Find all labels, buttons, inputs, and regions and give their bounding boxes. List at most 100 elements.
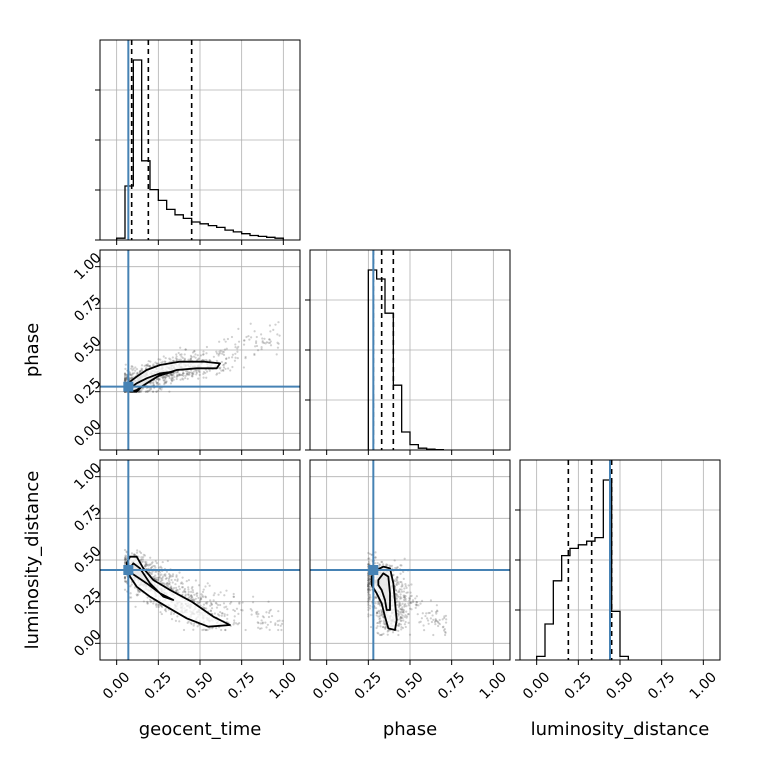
scatter-point [144, 565, 147, 568]
scatter-point [233, 619, 236, 622]
scatter-point [415, 601, 418, 604]
scatter-point [169, 574, 172, 577]
scatter-point [438, 623, 441, 626]
scatter-point [367, 606, 370, 609]
scatter-point [133, 371, 136, 375]
scatter-point [155, 576, 158, 579]
scatter-point [183, 358, 186, 361]
scatter-point [165, 570, 168, 573]
scatter-point [367, 591, 370, 594]
scatter-point [163, 381, 167, 384]
scatter-point [261, 341, 264, 344]
scatter-point [175, 586, 178, 589]
scatter-point [182, 374, 185, 378]
scatter-point [150, 600, 153, 603]
scatter-point [403, 605, 406, 608]
scatter-point [400, 619, 403, 622]
scatter-point [278, 619, 281, 622]
scatter-point [399, 608, 403, 611]
scatter-point [183, 589, 186, 592]
scatter-point [414, 597, 417, 600]
scatter-point [163, 583, 166, 586]
scatter-point [443, 628, 446, 631]
scatter-point [168, 376, 171, 380]
scatter-point [386, 633, 389, 636]
scatter-point [208, 359, 211, 362]
scatter-point [367, 600, 370, 603]
scatter-point [145, 564, 148, 567]
scatter-point [129, 592, 132, 595]
scatter-point [404, 585, 407, 588]
scatter-point [232, 595, 235, 598]
scatter-point [409, 595, 412, 598]
scatter-point [192, 628, 195, 631]
scatter-point [234, 343, 237, 346]
scatter-point [168, 575, 171, 578]
scatter-point [221, 352, 224, 355]
scatter-point [204, 358, 208, 362]
scatter-point [141, 558, 144, 561]
scatter-point [203, 606, 206, 610]
scatter-point [396, 624, 399, 627]
scatter-point [255, 335, 258, 339]
scatter-point [401, 614, 404, 617]
scatter-point [171, 573, 175, 576]
scatter-point [388, 629, 391, 632]
scatter-point [183, 587, 187, 591]
scatter-point [187, 373, 190, 376]
scatter-point [368, 588, 372, 592]
scatter-point [197, 596, 200, 600]
xtick-label-luminosity_distance-4: 1.00 [687, 669, 720, 702]
scatter-point [147, 364, 150, 368]
scatter-point [145, 364, 148, 367]
scatter-point [139, 390, 142, 393]
scatter-point [424, 614, 427, 618]
scatter-point [204, 595, 207, 598]
scatter-point [445, 618, 448, 621]
xtick-label-phase-0: 0.00 [310, 669, 343, 702]
scatter-point [265, 611, 268, 614]
scatter-point [404, 595, 407, 598]
scatter-point [253, 353, 256, 357]
xtick-label-luminosity_distance-1: 0.25 [562, 669, 595, 702]
scatter-point [367, 583, 370, 586]
scatter-point [189, 354, 193, 357]
scatter-point [417, 604, 420, 607]
scatter-point [191, 373, 194, 376]
scatter-point [152, 381, 155, 384]
scatter-point [367, 563, 370, 566]
scatter-point [378, 620, 381, 623]
scatter-point [205, 352, 208, 355]
scatter-point [165, 577, 168, 580]
scatter-point [129, 373, 132, 377]
scatter-point [368, 574, 371, 577]
scatter-point [152, 364, 155, 367]
scatter-point [168, 572, 171, 576]
scatter-point [152, 363, 155, 366]
scatter-point [183, 357, 186, 360]
scatter-point [197, 601, 201, 604]
scatter-point [177, 351, 180, 355]
scatter-point [378, 614, 381, 618]
scatter-point [396, 594, 399, 597]
scatter-point [400, 564, 403, 567]
scatter-point [233, 359, 237, 362]
scatter-point [163, 381, 166, 385]
scatter-point [401, 584, 404, 587]
scatter-point [402, 608, 405, 611]
scatter-point [154, 361, 157, 364]
xtick-label-geocent_time-2: 0.50 [183, 669, 216, 702]
scatter-point [202, 595, 205, 598]
scatter-point [226, 617, 229, 620]
scatter-point [395, 566, 398, 569]
y-axis-label-phase: phase [22, 323, 43, 377]
scatter-point [264, 621, 267, 624]
scatter-point [218, 340, 221, 343]
scatter-point [144, 560, 147, 564]
scatter-point [131, 369, 134, 372]
scatter-point [148, 563, 151, 566]
scatter-point [367, 604, 370, 607]
scatter-point [434, 623, 437, 626]
xtick-label-luminosity_distance-3: 0.75 [645, 669, 678, 702]
scatter-point [367, 588, 370, 591]
